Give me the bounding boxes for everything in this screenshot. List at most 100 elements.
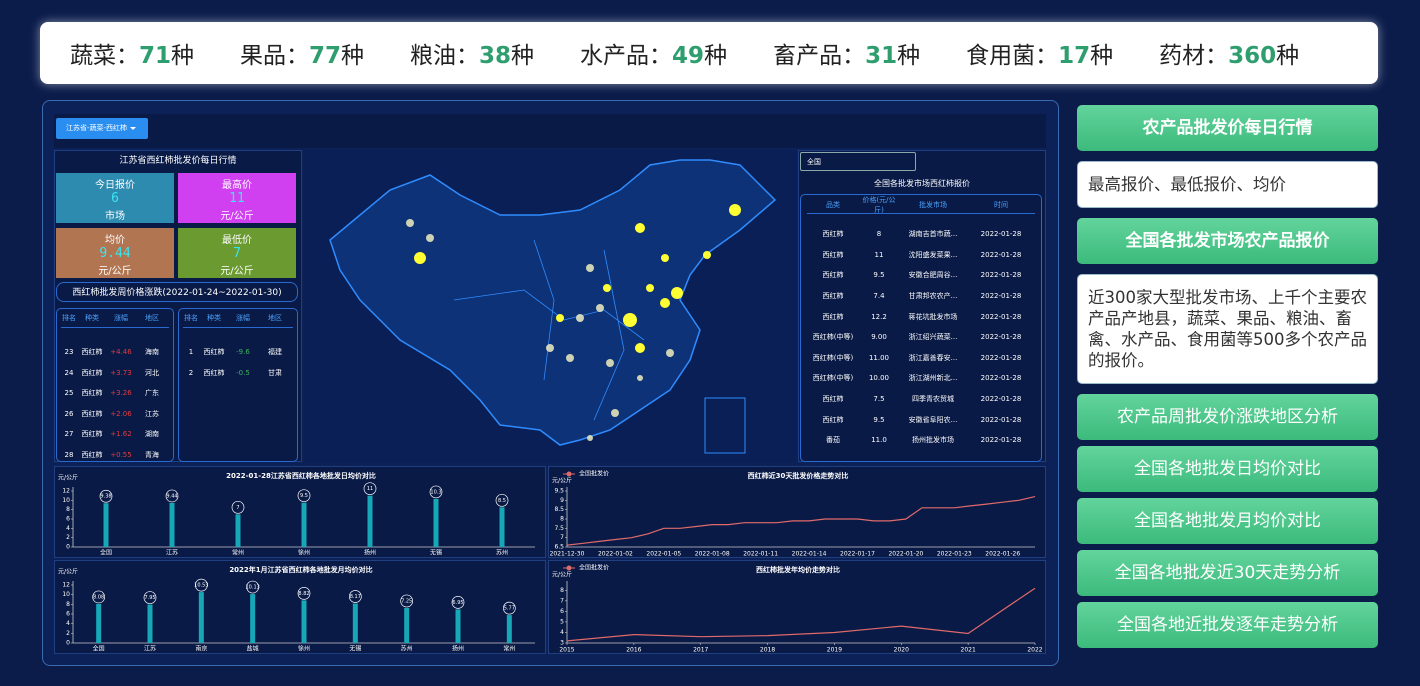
x-tick-label: 2022-01-20 bbox=[888, 551, 923, 558]
table-header: 品类 价格(元/公斤) 批发市场 时间 bbox=[807, 195, 1035, 214]
value-badge bbox=[495, 493, 509, 507]
cell: 西红柿 bbox=[822, 250, 844, 259]
bar bbox=[301, 600, 307, 643]
x-tick-label: 盐城 bbox=[247, 645, 259, 653]
x-tick-label: 常州 bbox=[503, 645, 515, 653]
y-tick-label: 8 bbox=[66, 506, 70, 513]
bar bbox=[352, 603, 358, 643]
cell: 2022-01-28 bbox=[980, 395, 1022, 404]
cell: 27 bbox=[64, 430, 74, 439]
y-tick-label: 8 bbox=[560, 516, 564, 523]
menu-button[interactable]: 全国各地批发月均价对比 bbox=[1077, 498, 1378, 544]
value-label: 8.82 bbox=[298, 591, 309, 597]
stat-label: 畜产品： bbox=[773, 43, 866, 69]
cell: 26 bbox=[64, 409, 74, 418]
cell: 浙江绍兴蔬菜... bbox=[908, 333, 958, 342]
cell: 安徽合肥周谷... bbox=[908, 271, 958, 280]
menu-button[interactable]: 全国各批发市场农产品报价 bbox=[1077, 218, 1378, 264]
value-label: 10.53 bbox=[194, 583, 208, 589]
x-tick-label: 无锡 bbox=[349, 645, 361, 653]
table-row: 25 西红柿 +3.26 广东 bbox=[61, 383, 169, 404]
x-tick-label: 2022-01-17 bbox=[840, 551, 875, 558]
x-tick-label: 常州 bbox=[232, 549, 244, 557]
cell: 28 bbox=[64, 450, 74, 459]
value-badge bbox=[231, 500, 245, 514]
x-tick-label: 2017 bbox=[693, 647, 708, 654]
price-card: 今日报价 6 市场 bbox=[56, 173, 174, 223]
cell: 2022-01-28 bbox=[980, 436, 1022, 445]
table-row: 西红柿 7.5 四季青农贸城 2022-01-28 bbox=[807, 389, 1035, 410]
bar bbox=[433, 498, 439, 547]
stat: 畜产品：31种 bbox=[773, 36, 920, 70]
cell: 西红柿 bbox=[81, 450, 103, 459]
value-label: 7.25 bbox=[401, 598, 412, 604]
region-dropdown[interactable]: 全国 bbox=[800, 152, 916, 171]
cell: 西红柿(中等) bbox=[812, 353, 854, 362]
table-row: 2 西红柿 -0.5 甘肃 bbox=[183, 363, 293, 384]
x-tick-label: 2021-12-30 bbox=[550, 551, 585, 558]
y-tick-label: 6.5 bbox=[554, 544, 564, 551]
y-axis-label: 元/公斤 bbox=[58, 568, 78, 576]
stat: 水产品：49种 bbox=[580, 36, 727, 70]
cell: 西红柿 bbox=[81, 409, 103, 418]
stat-unit: 种 bbox=[171, 43, 195, 69]
cell: -9.6 bbox=[236, 348, 250, 357]
cell: 7.5 bbox=[873, 395, 885, 404]
y-tick-label: 10 bbox=[62, 497, 70, 504]
cell: 浙江嘉善春安... bbox=[908, 353, 958, 362]
table-row: 西红柿 9.5 安徽合肥周谷... 2022-01-28 bbox=[807, 265, 1035, 286]
map-dots-light bbox=[406, 219, 674, 441]
menu-button[interactable]: 农产品批发价每日行情 bbox=[1077, 105, 1378, 151]
x-tick-label: 2022-01-11 bbox=[743, 551, 778, 558]
x-tick-label: 2021 bbox=[961, 647, 976, 654]
table-row: 西红柿 11 沈阳盛发菜果... 2022-01-28 bbox=[807, 245, 1035, 266]
value-badge bbox=[92, 590, 106, 604]
table-row: 1 西红柿 -9.6 福建 bbox=[183, 342, 293, 363]
chart-title: 西红柿批发年均价走势对比 bbox=[756, 565, 840, 574]
value-label: 10.13 bbox=[246, 585, 260, 591]
menu-button[interactable]: 农产品周批发价涨跌地区分析 bbox=[1077, 394, 1378, 440]
menu-button[interactable]: 全国各地近批发逐年走势分析 bbox=[1077, 602, 1378, 648]
cell: 25 bbox=[64, 389, 74, 398]
legend-label: 全国批发价 bbox=[579, 564, 609, 572]
cell: 西红柿 bbox=[81, 348, 103, 357]
card-label: 今日报价 bbox=[95, 180, 135, 191]
price-card: 最低价 7 元/公斤 bbox=[178, 228, 296, 278]
cell: +3.26 bbox=[110, 389, 132, 398]
value-label: 9.5 bbox=[300, 493, 308, 499]
menu-button[interactable]: 全国各地批发近30天走势分析 bbox=[1077, 550, 1378, 596]
daily-avg-chart: 2022-01-28江苏省西红柿各地批发日均价对比 元/公斤 0 2 4 6 8 10 12 9.… bbox=[54, 466, 546, 558]
cell: 西红柿 bbox=[822, 271, 844, 280]
table-header: 排名 种类 涨幅 地区 bbox=[183, 309, 293, 328]
cell: +2.06 bbox=[110, 409, 132, 418]
value-badge bbox=[297, 489, 311, 503]
stat-label: 粮油： bbox=[410, 43, 480, 69]
value-badge bbox=[429, 485, 443, 499]
table-header: 排名 种类 涨幅 地区 bbox=[61, 309, 169, 328]
value-label: 10.3 bbox=[430, 489, 441, 495]
x-tick-label: 2019 bbox=[827, 647, 842, 654]
x-tick-label: 2022-01-26 bbox=[985, 551, 1020, 558]
value-badge bbox=[348, 590, 362, 603]
cell: 湖南 bbox=[145, 430, 159, 439]
filter-dropdown[interactable]: 江苏省-蔬菜-西红柿 bbox=[56, 118, 148, 139]
daily-title: 江苏省西红柿批发价每日行情 bbox=[119, 156, 237, 166]
column-header: 种类 bbox=[207, 314, 221, 322]
table-row: 西红柿 12.2 蒋花坑批发市场 2022-01-28 bbox=[807, 306, 1035, 327]
table-row: 28 西红柿 +0.55 青海 bbox=[61, 445, 169, 466]
cell: 河北 bbox=[145, 368, 159, 377]
cell: 扬州批发市场 bbox=[912, 436, 954, 445]
x-tick-label: 2022-01-14 bbox=[792, 551, 827, 558]
bar bbox=[169, 502, 175, 547]
cell: 2022-01-28 bbox=[980, 312, 1022, 321]
value-label: 8.17 bbox=[350, 594, 361, 600]
y-tick-label: 2 bbox=[66, 534, 70, 541]
y-tick-label: 7 bbox=[560, 534, 564, 541]
menu-button[interactable]: 全国各地批发日均价对比 bbox=[1077, 446, 1378, 492]
stat-unit: 种 bbox=[341, 43, 365, 69]
column-header: 排名 bbox=[62, 314, 76, 322]
value-label: 8.08 bbox=[93, 594, 104, 600]
cell: 甘肃 bbox=[268, 368, 282, 377]
x-tick-label: 2015 bbox=[559, 647, 574, 654]
